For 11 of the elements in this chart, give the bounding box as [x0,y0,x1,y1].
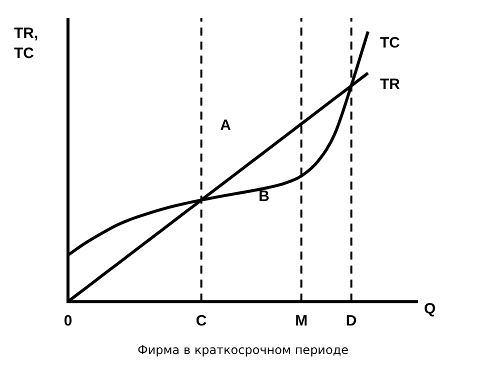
x-tick-label: M [295,312,308,330]
series-label: TC [380,34,400,52]
x-tick-label: 0 [64,312,72,330]
x-tick-label: C [196,312,207,330]
x-tick-label: D [346,312,357,330]
x-axis-title: Q [424,300,436,318]
series-label: TR [380,76,400,94]
annotation: A [220,116,232,134]
y-axis-title: TR, TC [14,25,38,62]
text: Фирма в краткосрочном периоде [137,342,349,357]
annotation: B [258,188,270,205]
